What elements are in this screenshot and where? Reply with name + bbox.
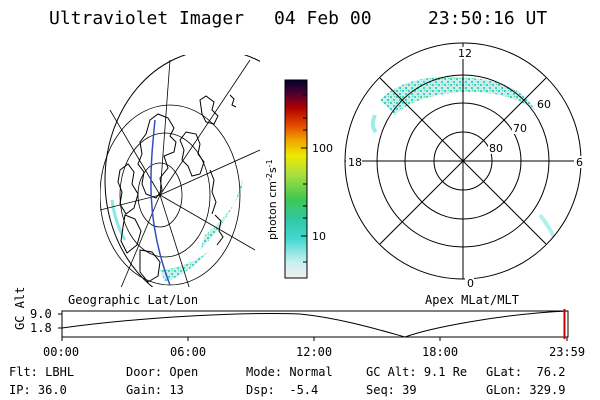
glon-info: GLon: 329.9 — [486, 383, 566, 397]
mlt-label-6: 6 — [576, 156, 583, 169]
door-info: Door: Open — [126, 365, 199, 379]
polar-plot: 12 18 6 0 60 70 80 — [344, 42, 583, 290]
time-tick-2359: 23:59 — [549, 345, 586, 359]
apex-caption: Apex MLat/MLT — [425, 293, 519, 307]
dsp-info: Dsp: -5.4 — [246, 383, 319, 397]
time-tick-0600: 06:00 — [170, 345, 207, 359]
glat-info: GLat: 76.2 — [486, 365, 566, 379]
mlt-label-18: 18 — [348, 156, 362, 169]
instrument-title: Ultraviolet Imager — [49, 8, 245, 29]
mode-info: Mode: Normal — [246, 365, 333, 379]
color-scale-bar: 100 10 photon cm-2s-1 — [265, 79, 333, 279]
altitude-timeline — [58, 309, 569, 341]
date-label: 04 Feb 00 — [274, 8, 372, 29]
ip-info: IP: 36.0 — [9, 383, 67, 397]
time-tick-1200: 12:00 — [296, 345, 333, 359]
seq-info: Seq: 39 — [366, 383, 417, 397]
timeline-ylabel: GC Alt — [13, 286, 27, 330]
mlt-label-0: 0 — [467, 277, 474, 290]
mlat-label-80: 80 — [489, 142, 503, 155]
geographic-caption: Geographic Lat/Lon — [68, 293, 199, 307]
mlat-label-60: 60 — [537, 98, 551, 111]
mlat-label-70: 70 — [513, 122, 527, 135]
colorbar-unit-label: photon cm-2s-1 — [265, 159, 279, 240]
gain-info: Gain: 13 — [126, 383, 184, 397]
time-tick-0000: 00:00 — [43, 345, 80, 359]
time-label: 23:50:16 UT — [428, 8, 548, 29]
colorbar-tick-100: 100 — [312, 142, 333, 155]
geographic-map — [100, 55, 260, 287]
filter-info: Flt: LBHL — [9, 365, 75, 379]
mlt-label-12: 12 — [458, 47, 472, 60]
timeline-ytick-bottom: 1.8 — [30, 321, 52, 335]
time-tick-1800: 18:00 — [422, 345, 459, 359]
gc-alt-info: GC Alt: 9.1 Re — [366, 365, 468, 379]
timeline-ytick-top: 9.0 — [30, 307, 52, 321]
colorbar-tick-10: 10 — [312, 230, 326, 243]
